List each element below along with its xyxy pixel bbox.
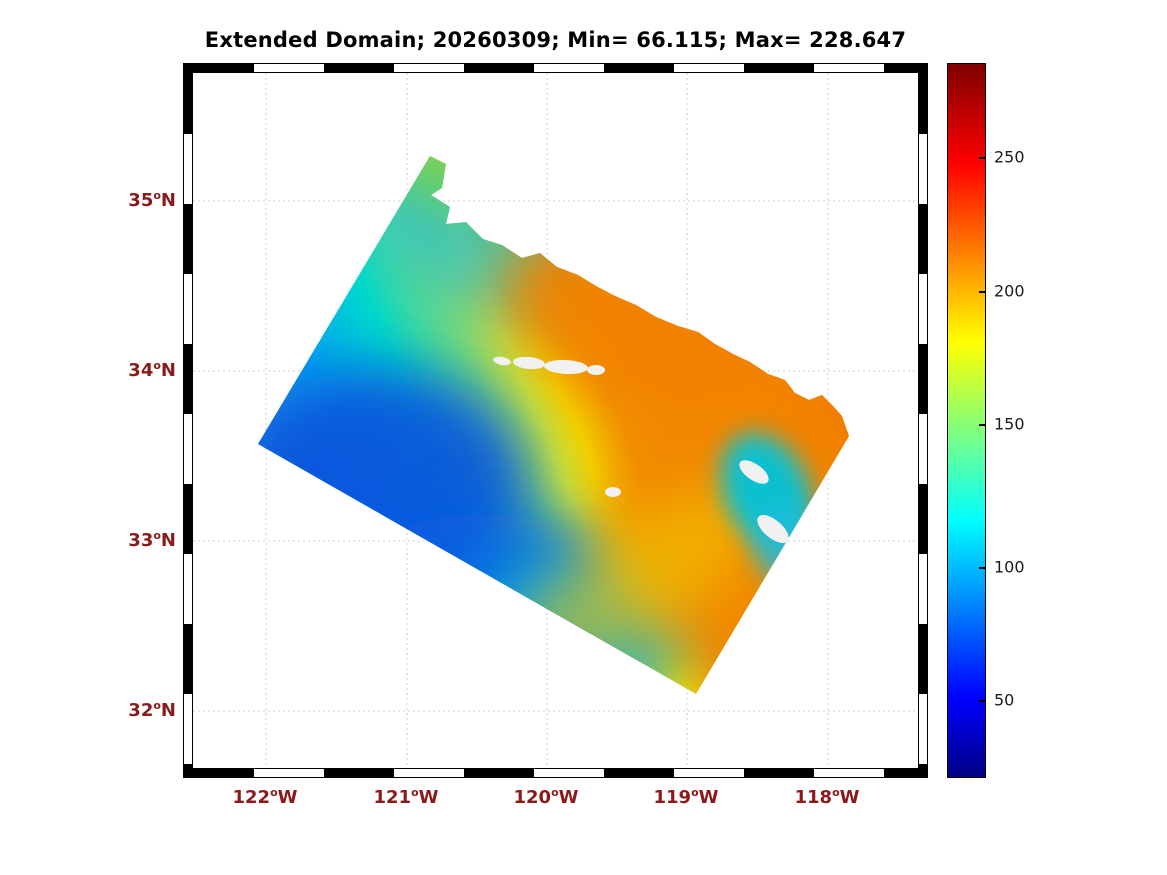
colorbar-label-250: 250 xyxy=(994,147,1025,167)
degree-symbol: o xyxy=(153,529,161,542)
ytick-value: 34 xyxy=(128,360,154,381)
degree-symbol: o xyxy=(153,189,161,202)
xtick-hemisphere: W xyxy=(698,787,719,808)
xtick-122W: 122oW xyxy=(220,786,310,808)
colorbar-label-150: 150 xyxy=(994,414,1025,434)
xtick-value: 121 xyxy=(373,787,412,808)
ytick-hemisphere: N xyxy=(160,700,176,721)
colorbar-tick xyxy=(979,157,985,159)
frame-top-stripe xyxy=(184,64,927,73)
colorbar-tick xyxy=(979,567,985,569)
degree-symbol: o xyxy=(153,359,161,372)
frame-right-stripe xyxy=(918,64,927,777)
ytick-hemisphere: N xyxy=(160,360,176,381)
colorbar-tick xyxy=(979,424,985,426)
colorbar-tick xyxy=(979,700,985,702)
ytick-35N: 35oN xyxy=(90,189,176,211)
xtick-121W: 121oW xyxy=(361,786,451,808)
frame-bottom-stripe xyxy=(184,768,927,777)
xtick-118W: 118oW xyxy=(782,786,872,808)
plot-title: Extended Domain; 20260309; Min= 66.115; … xyxy=(204,28,907,52)
xtick-value: 119 xyxy=(653,787,692,808)
degree-symbol: o xyxy=(832,786,840,799)
xtick-hemisphere: W xyxy=(418,787,439,808)
ytick-hemisphere: N xyxy=(160,530,176,551)
ytick-34N: 34oN xyxy=(90,359,176,381)
ytick-33N: 33oN xyxy=(90,529,176,551)
swath-map xyxy=(258,156,849,694)
ytick-value: 32 xyxy=(128,700,154,721)
colorbar-label-50: 50 xyxy=(994,690,1015,710)
colorbar-label-200: 200 xyxy=(994,281,1025,301)
colorbar-label-100: 100 xyxy=(994,557,1025,577)
degree-symbol: o xyxy=(411,786,419,799)
colorbar xyxy=(947,63,986,778)
degree-symbol: o xyxy=(691,786,699,799)
xtick-value: 120 xyxy=(513,787,552,808)
xtick-119W: 119oW xyxy=(641,786,731,808)
xtick-120W: 120oW xyxy=(501,786,591,808)
xtick-value: 122 xyxy=(232,787,271,808)
degree-symbol: o xyxy=(551,786,559,799)
xtick-hemisphere: W xyxy=(277,787,298,808)
xtick-hemisphere: W xyxy=(558,787,579,808)
swath-fill xyxy=(258,156,849,694)
ytick-value: 35 xyxy=(128,190,154,211)
xtick-hemisphere: W xyxy=(839,787,860,808)
ytick-value: 33 xyxy=(128,530,154,551)
colorbar-tick xyxy=(979,291,985,293)
plot-area xyxy=(183,63,928,778)
ytick-32N: 32oN xyxy=(90,699,176,721)
degree-symbol: o xyxy=(153,699,161,712)
ytick-hemisphere: N xyxy=(160,190,176,211)
xtick-value: 118 xyxy=(794,787,833,808)
frame-left-stripe xyxy=(184,64,193,777)
degree-symbol: o xyxy=(270,786,278,799)
